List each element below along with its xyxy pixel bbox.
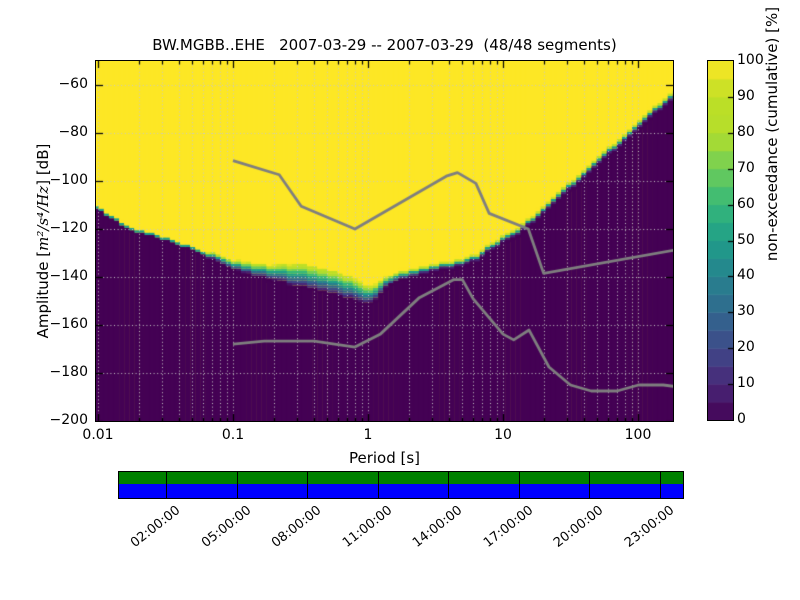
time-tick (166, 472, 167, 498)
colorbar-tick-label: 80 (737, 123, 755, 140)
colorbar-canvas (707, 60, 733, 420)
x-tick-label: 0.01 (82, 427, 114, 443)
colorbar-label: non-exceedance (cumulative) [%] (763, 6, 781, 262)
y-tick-label: −180 (49, 364, 88, 380)
y-axis-label-units: m²/s⁴/Hz (34, 185, 52, 251)
colorbar-tick-label: 40 (737, 267, 755, 284)
y-tick-label: −60 (58, 76, 88, 92)
y-tick-label: −100 (49, 172, 88, 188)
main-axes (94, 59, 674, 422)
y-tick-label: −200 (49, 412, 88, 428)
time-tick-label: 23:00:00 (621, 503, 677, 551)
time-tick (519, 472, 520, 498)
time-tick (448, 472, 449, 498)
x-tick-label: 10 (494, 427, 512, 443)
y-tick-label: −80 (58, 124, 88, 140)
time-coverage-strip (119, 472, 683, 484)
time-coverage-bar (118, 471, 684, 499)
y-tick-label: −160 (49, 316, 88, 332)
colorbar-tick-label: 20 (737, 339, 755, 356)
x-axis-label: Period [s] (348, 449, 421, 467)
colorbar (706, 59, 734, 421)
y-tick-label: −140 (49, 268, 88, 284)
colorbar-tick-label: 90 (737, 87, 755, 104)
ppsd-heatmap-canvas (95, 60, 673, 421)
colorbar-tick-label: 0 (737, 411, 746, 427)
colorbar-tick-label: 70 (737, 159, 755, 176)
colorbar-tick-label: 60 (737, 195, 755, 212)
x-tick-label: 100 (624, 427, 652, 443)
colorbar-tick-label: 10 (737, 375, 755, 392)
time-tick (307, 472, 308, 498)
colorbar-tick-label: 30 (737, 303, 755, 320)
time-extent-strip (119, 484, 683, 498)
time-tick (237, 472, 238, 498)
colorbar-tick-label: 100 (737, 52, 764, 68)
time-tick (660, 472, 661, 498)
plot-title: BW.MGBB..EHE 2007-03-29 -- 2007-03-29 (4… (152, 36, 617, 54)
y-tick-label: −120 (49, 220, 88, 236)
y-axis-label: Amplitude [m²/s⁴/Hz] [dB] (34, 111, 52, 371)
time-tick (589, 472, 590, 498)
x-tick-label: 0.1 (221, 427, 245, 443)
colorbar-tick-label: 50 (737, 231, 755, 248)
time-tick (378, 472, 379, 498)
x-tick-label: 1 (363, 427, 373, 443)
